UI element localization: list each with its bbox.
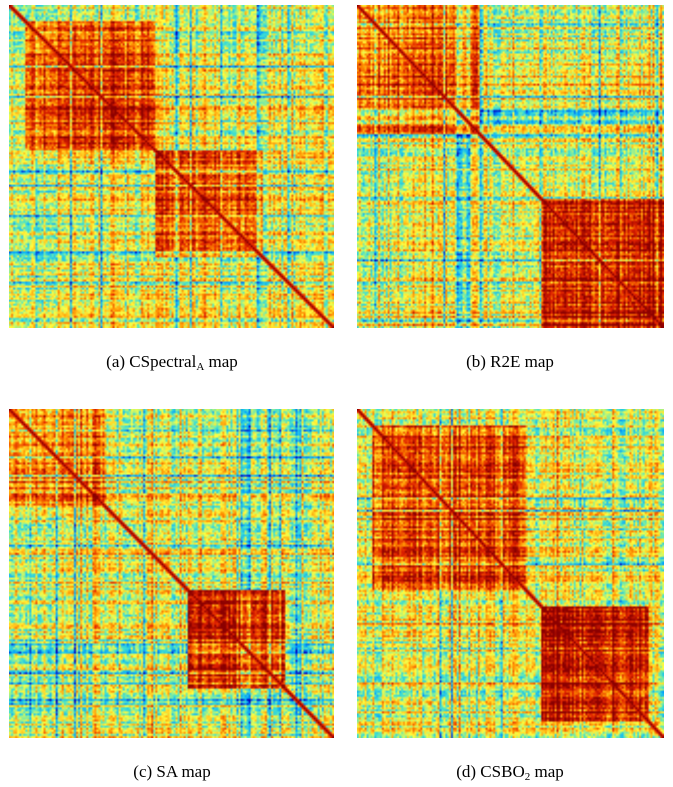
- heatmap-c: [9, 409, 334, 738]
- heatmap-b: [357, 5, 664, 328]
- heatmap-a: [9, 5, 334, 328]
- caption-d: (d) CSBO2 map: [456, 762, 564, 783]
- caption-c: (c) SA map: [133, 762, 211, 781]
- caption-a: (a) CSpectralA map: [106, 352, 238, 373]
- caption-b: (b) R2E map: [466, 352, 554, 371]
- heatmap-d: [357, 409, 664, 738]
